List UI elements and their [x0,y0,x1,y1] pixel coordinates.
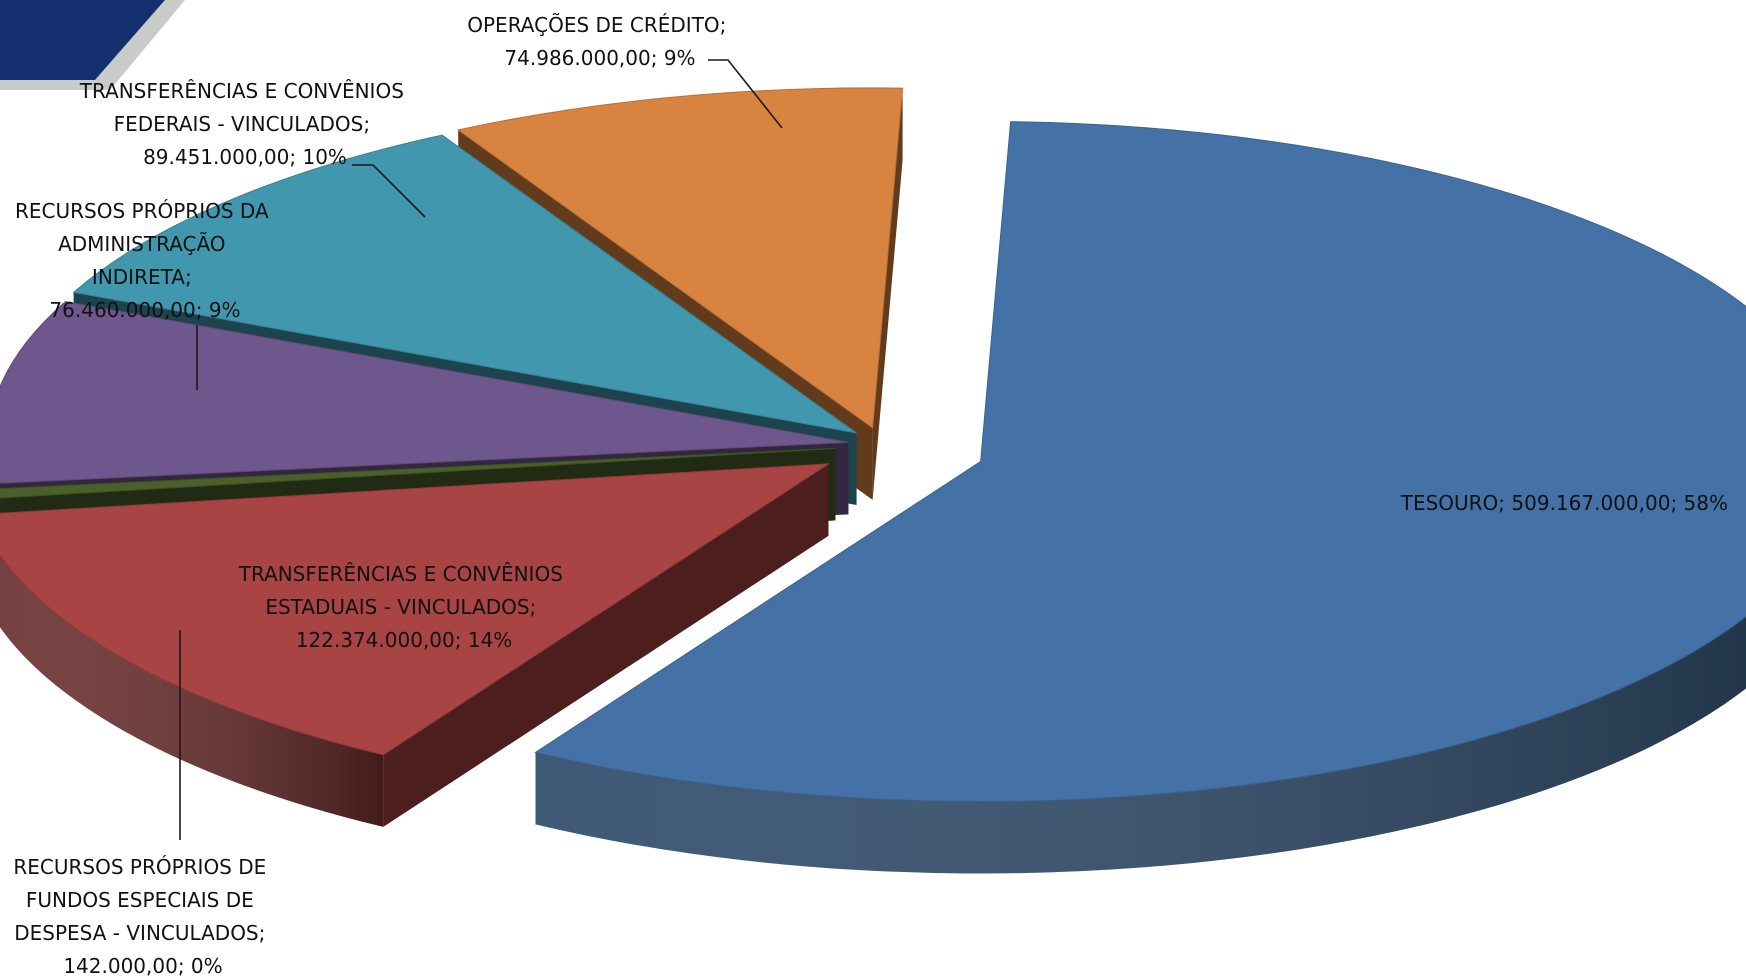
slice-cut-face-operacoes-credito-1 [872,88,903,500]
corner-ribbon-band [0,0,165,80]
slice-outer-side-shade-estaduais-0 [0,555,384,827]
corner-ribbon-shadow [0,0,185,90]
slice-labels: TESOURO; 509.167.000,00; 58% OPERAÇÕES D… [13,13,1728,978]
slice-label-estaduais: TRANSFERÊNCIAS E CONVÊNIOS ESTADUAIS - V… [238,562,570,652]
slice-cut-face-estaduais-0 [383,463,829,827]
slice-label-federais: TRANSFERÊNCIAS E CONVÊNIOS FEDERAIS - VI… [79,79,411,169]
slice-label-tesouro: TESOURO; 509.167.000,00; 58% [1400,491,1728,515]
slice-top-operacoes-credito [457,87,904,429]
leader-line-operacoes [708,59,783,129]
leader-lines [179,59,783,840]
slice-top-federais [72,134,857,434]
slice-top-estaduais [0,463,831,756]
leader-line-federais [352,164,426,218]
slice-top-indireta [0,301,849,484]
slice-label-operacoes-credito: OPERAÇÕES DE CRÉDITO; 74.986.000,00; 9% [467,13,733,70]
pie-slices [0,87,1746,874]
corner-ribbon-decoration [0,0,185,90]
pie-slice-tesouro [534,121,1746,874]
slice-top-tesouro [534,121,1746,802]
slice-label-fundos-especiais: RECURSOS PRÓPRIOS DE FUNDOS ESPECIAIS DE… [13,855,272,978]
slice-label-indireta: RECURSOS PRÓPRIOS DA ADMINISTRAÇÃO INDIR… [15,199,275,322]
pie-slice-estaduais [0,463,831,827]
slice-outer-side-shade-tesouro-0 [535,616,1746,874]
